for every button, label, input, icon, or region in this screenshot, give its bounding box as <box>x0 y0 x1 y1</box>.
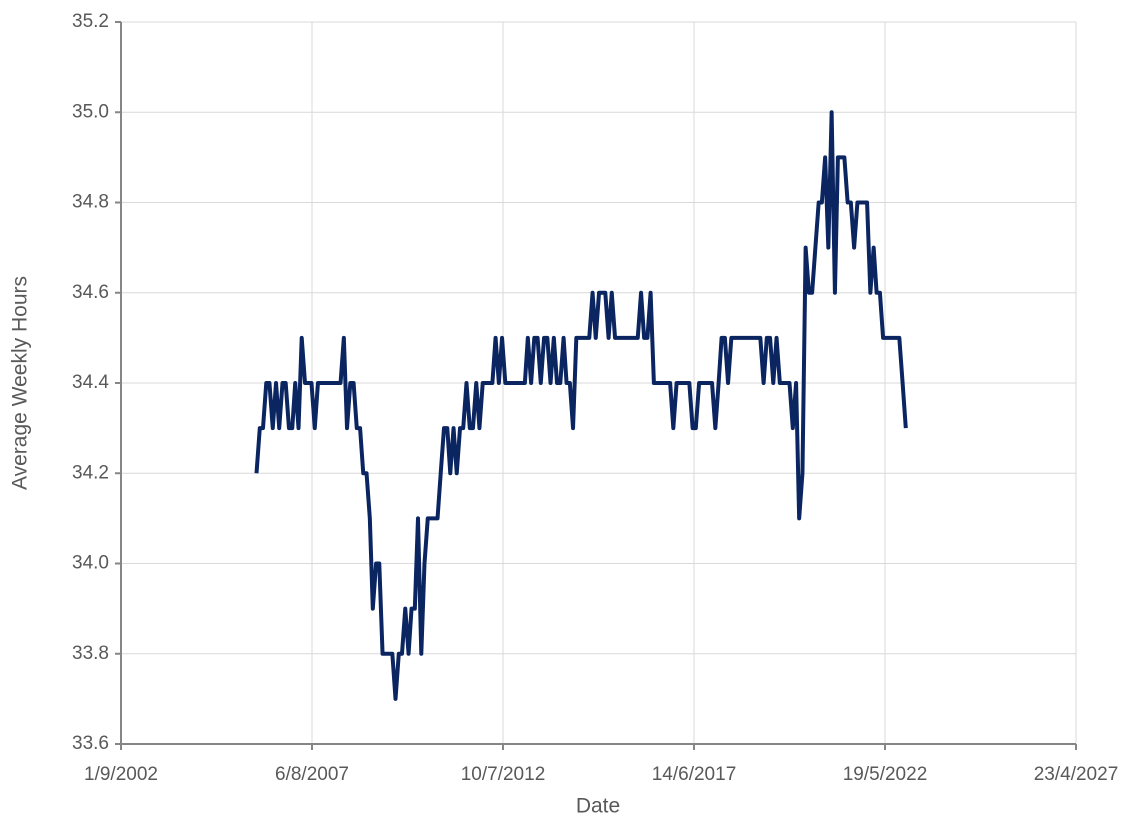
data-line <box>254 110 908 701</box>
y-axis-label: Average Weekly Hours <box>9 276 32 490</box>
y-tick-label: 34.8 <box>72 192 109 213</box>
x-tick-label: 23/4/2027 <box>1034 764 1119 785</box>
y-tick-label: 33.6 <box>72 733 109 754</box>
x-tick-label: 14/6/2017 <box>652 764 737 785</box>
y-tick-label: 33.8 <box>72 643 109 664</box>
x-axis-label: Date <box>576 795 620 818</box>
y-tick-label: 34.2 <box>72 462 109 483</box>
y-tick-label: 34.6 <box>72 282 109 303</box>
y-tick-label: 35.0 <box>72 101 109 122</box>
x-tick-label: 1/9/2002 <box>84 764 158 785</box>
x-tick-label: 19/5/2022 <box>843 764 928 785</box>
x-tick-label: 10/7/2012 <box>461 764 546 785</box>
y-tick-label: 35.2 <box>72 11 109 32</box>
y-tick-label: 34.0 <box>72 553 109 574</box>
y-tick-label: 34.4 <box>72 372 109 393</box>
x-tick-label: 6/8/2007 <box>275 764 349 785</box>
